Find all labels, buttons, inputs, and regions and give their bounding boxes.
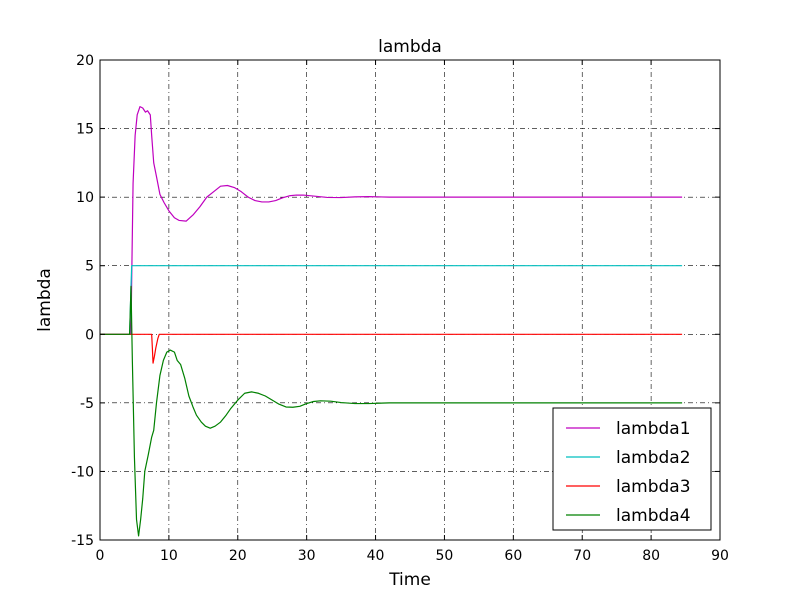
series-line-lambda4: [100, 285, 683, 537]
series-group: [100, 106, 683, 537]
legend-label-lambda1: lambda1: [616, 419, 691, 439]
x-tick-label: 90: [711, 548, 729, 564]
y-tick-label: 20: [76, 53, 94, 69]
x-tick-label: 50: [436, 548, 454, 564]
ticks: 0 10 20 30 40 50 60 70 80 90 -15 -10 -5 0 5 10 15 20: [71, 53, 729, 564]
legend-label-lambda3: lambda3: [616, 477, 691, 497]
y-axis-label: lambda: [35, 268, 55, 332]
legend-label-lambda4: lambda4: [616, 506, 691, 526]
x-tick-label: 30: [298, 548, 316, 564]
y-tick-label: 15: [76, 122, 94, 138]
y-tick-label: 10: [76, 190, 94, 206]
y-tick-label: -15: [71, 533, 94, 549]
x-tick-label: 60: [504, 548, 522, 564]
x-tick-label: 20: [229, 548, 247, 564]
x-tick-label: 80: [642, 548, 660, 564]
x-tick-label: 10: [160, 548, 178, 564]
series-line-lambda3: [100, 333, 683, 364]
x-axis-label: Time: [388, 570, 431, 590]
legend-box: [552, 407, 712, 531]
y-tick-label: 5: [85, 259, 94, 275]
y-tick-label: -10: [71, 464, 94, 480]
x-tick-label: 40: [367, 548, 385, 564]
y-tick-label: 0: [85, 327, 94, 343]
plot-frame: [99, 59, 721, 541]
legend: lambda1 lambda2 lambda3 lambda4: [552, 407, 712, 531]
chart-title: lambda: [378, 37, 442, 57]
x-tick-label: 0: [96, 548, 105, 564]
legend-label-lambda2: lambda2: [616, 448, 691, 468]
y-tick-label: -5: [80, 396, 94, 412]
series-line-lambda1: [100, 106, 683, 335]
x-tick-label: 70: [573, 548, 591, 564]
